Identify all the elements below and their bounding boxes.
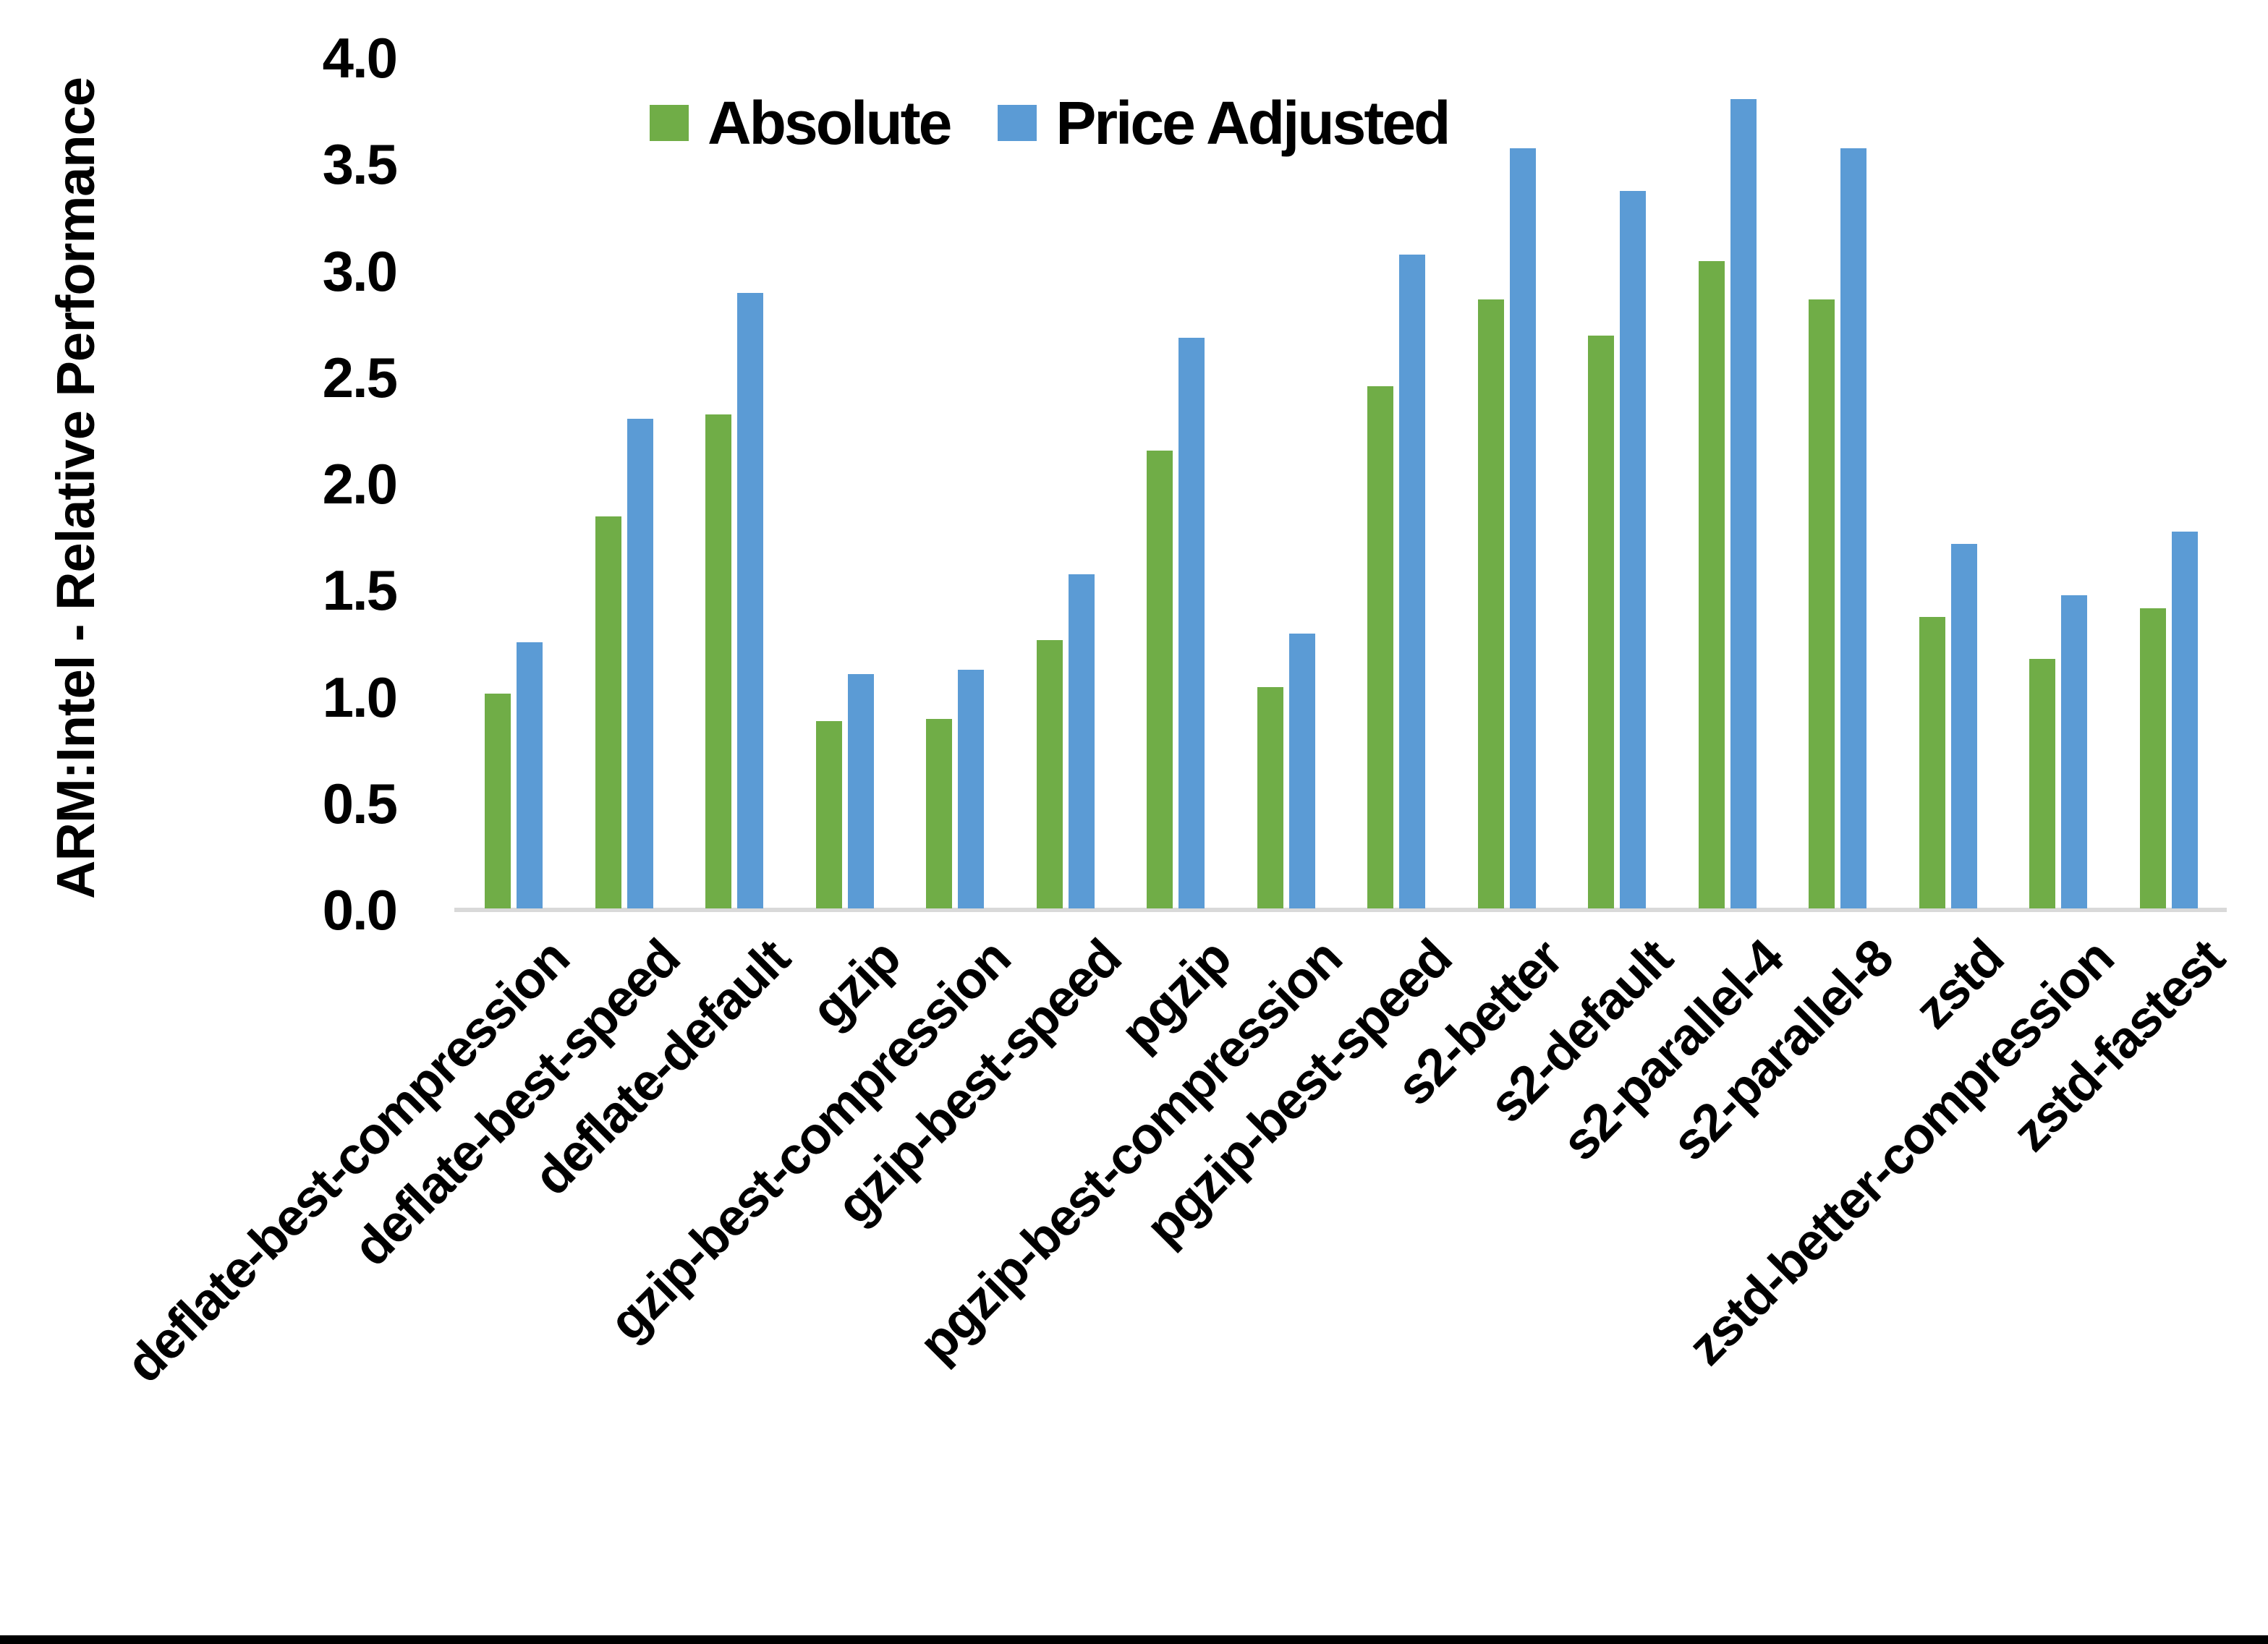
bar-price-adjusted xyxy=(1730,99,1757,908)
y-axis-title: ARM:Intel - Relative Performance xyxy=(46,77,106,899)
bar-price-adjusted xyxy=(1840,148,1866,908)
x-axis-label: deflate-best-compression xyxy=(115,929,580,1394)
y-tick-label: 4.0 xyxy=(322,26,398,90)
bar-price-adjusted xyxy=(517,642,543,908)
bar-price-adjusted xyxy=(1289,634,1315,908)
bar-absolute xyxy=(2029,659,2055,908)
bar-absolute xyxy=(1478,299,1504,908)
y-tick-label: 0.5 xyxy=(322,771,398,835)
bar-absolute xyxy=(595,516,621,908)
bar-absolute xyxy=(485,694,511,908)
y-tick-label: 1.0 xyxy=(322,665,398,729)
bar-price-adjusted xyxy=(848,674,874,908)
bar-price-adjusted xyxy=(1620,191,1646,908)
bar-absolute xyxy=(1919,617,1945,908)
bar-absolute xyxy=(1699,261,1725,908)
bar-absolute xyxy=(1367,386,1393,908)
bar-absolute xyxy=(2140,608,2166,908)
bar-absolute xyxy=(1257,687,1283,908)
bar-absolute xyxy=(1037,640,1063,908)
bar-absolute xyxy=(1147,451,1173,908)
bar-absolute xyxy=(816,721,842,908)
y-tick-label: 2.5 xyxy=(322,345,398,409)
bar-price-adjusted xyxy=(1951,544,1977,908)
y-tick-label: 1.5 xyxy=(322,558,398,623)
bar-price-adjusted xyxy=(1069,574,1095,908)
bar-price-adjusted xyxy=(1399,255,1425,908)
bar-price-adjusted xyxy=(1178,338,1205,908)
y-tick-label: 2.0 xyxy=(322,452,398,516)
legend-label: Absolute xyxy=(708,89,952,157)
bar-price-adjusted xyxy=(737,293,763,908)
bar-absolute xyxy=(705,414,731,908)
bar-absolute xyxy=(926,719,952,908)
y-tick-label: 3.0 xyxy=(322,239,398,303)
bar-price-adjusted xyxy=(2172,532,2198,908)
y-tick-label: 3.5 xyxy=(322,132,398,197)
bar-price-adjusted xyxy=(627,419,653,908)
legend-item: Absolute xyxy=(650,89,952,157)
legend-label: Price Adjusted xyxy=(1056,89,1451,157)
bar-absolute xyxy=(1809,299,1835,908)
x-axis-line xyxy=(454,908,2227,912)
bar-price-adjusted xyxy=(2061,595,2087,908)
bar-price-adjusted xyxy=(1510,148,1536,908)
bottom-border-bar xyxy=(0,1635,2268,1644)
bar-price-adjusted xyxy=(958,670,984,908)
legend-swatch-icon xyxy=(650,105,689,141)
legend-item: Price Adjusted xyxy=(998,89,1451,157)
legend: Absolute Price Adjusted xyxy=(650,89,1451,157)
bar-absolute xyxy=(1588,336,1614,908)
y-tick-label: 0.0 xyxy=(322,878,398,942)
legend-swatch-icon xyxy=(998,105,1037,141)
